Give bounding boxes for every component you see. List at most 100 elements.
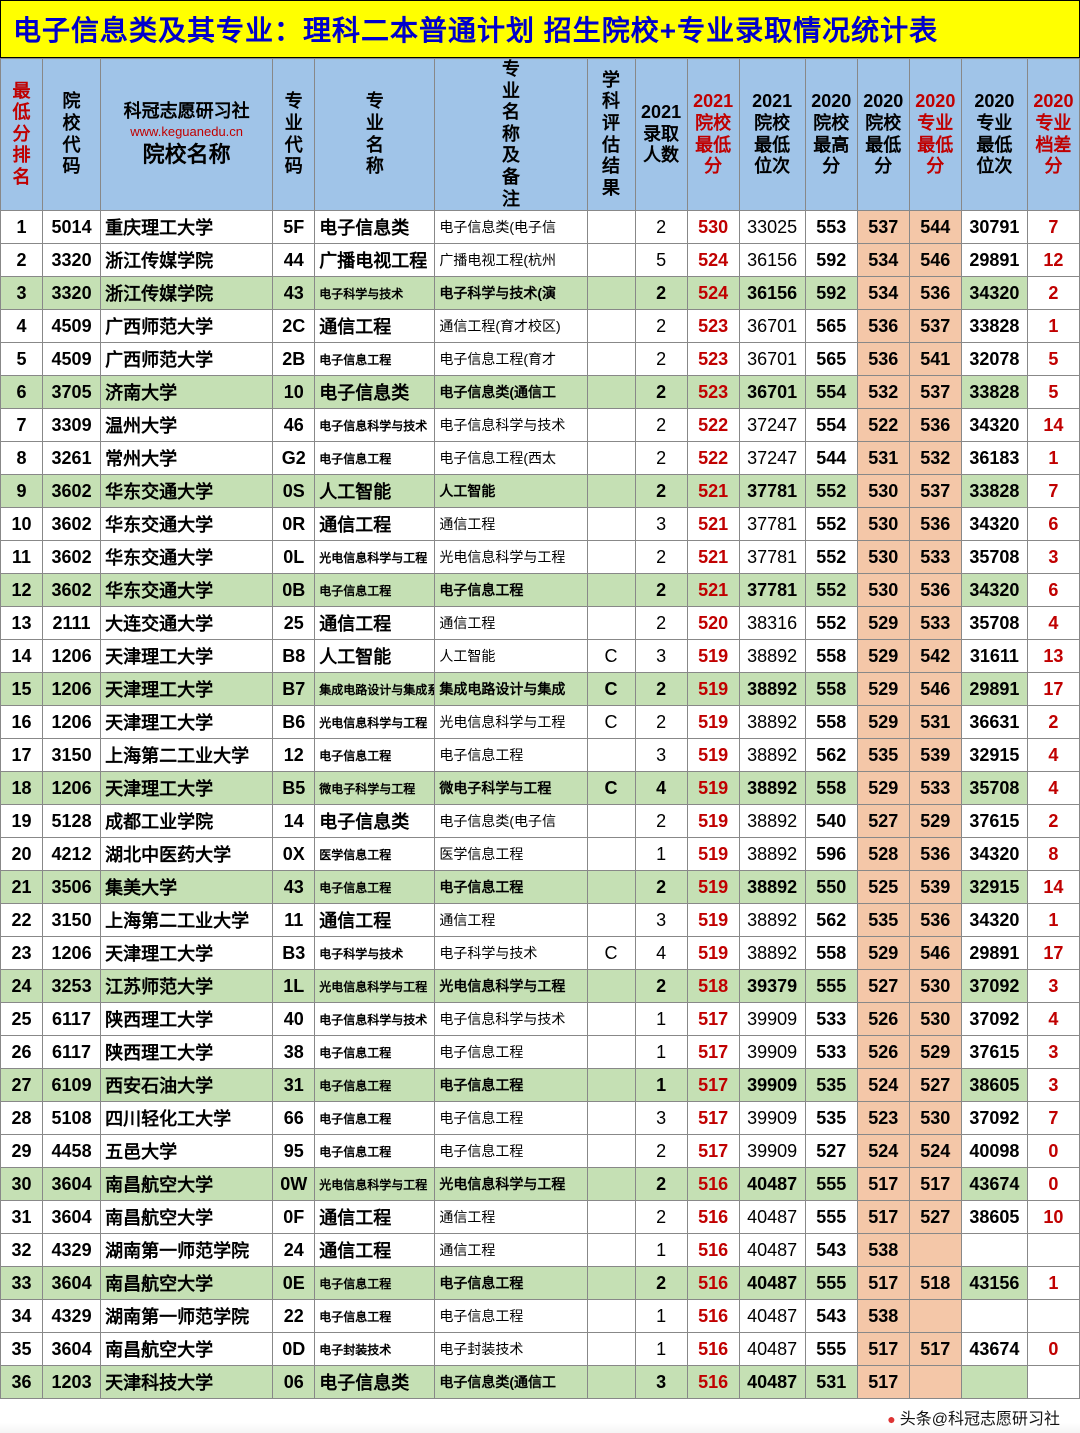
cell: 1 (1027, 310, 1079, 343)
cell: 电子封装技术 (435, 1333, 587, 1366)
col-header-8: 2021院校最低分 (687, 59, 739, 211)
cell: 537 (909, 376, 961, 409)
cell: 529 (857, 772, 909, 805)
cell: 525 (857, 871, 909, 904)
col-header-4: 专业名称 (315, 59, 435, 211)
cell: 544 (805, 442, 857, 475)
cell: 五邑大学 (101, 1135, 273, 1168)
cell: 0S (273, 475, 315, 508)
cell: 524 (857, 1135, 909, 1168)
cell: 38892 (739, 838, 805, 871)
cell: 530 (909, 1003, 961, 1036)
cell: 529 (909, 1036, 961, 1069)
cell: 22 (273, 1300, 315, 1333)
cell: 43156 (961, 1267, 1027, 1300)
cell: 40487 (739, 1201, 805, 1234)
cell: G2 (273, 442, 315, 475)
cell: 13 (1, 607, 43, 640)
cell: 37092 (961, 1003, 1027, 1036)
cell: 37247 (739, 409, 805, 442)
cell: 552 (805, 508, 857, 541)
cell: 29891 (961, 244, 1027, 277)
cell (961, 1234, 1027, 1267)
cell: 31 (1, 1201, 43, 1234)
cell (587, 838, 635, 871)
cell: 人工智能 (315, 475, 435, 508)
cell (587, 1135, 635, 1168)
cell: 1206 (43, 772, 101, 805)
cell: 37092 (961, 970, 1027, 1003)
cell (587, 508, 635, 541)
cell: 1206 (43, 640, 101, 673)
cell: 8 (1, 442, 43, 475)
cell: 516 (687, 1267, 739, 1300)
cell: 529 (909, 805, 961, 838)
cell: 35 (1, 1333, 43, 1366)
cell: 医学信息工程 (315, 838, 435, 871)
cell: 广西师范大学 (101, 310, 273, 343)
cell: 电子信息工程 (315, 871, 435, 904)
cell: 541 (909, 343, 961, 376)
cell: 533 (909, 607, 961, 640)
cell: 天津理工大学 (101, 673, 273, 706)
cell: 537 (909, 310, 961, 343)
cell: 光电信息科学与工程 (435, 706, 587, 739)
cell: 39909 (739, 1036, 805, 1069)
cell: 536 (909, 838, 961, 871)
cell (587, 970, 635, 1003)
cell: 539 (909, 871, 961, 904)
cell (587, 574, 635, 607)
cell: 524 (687, 244, 739, 277)
cell: 3253 (43, 970, 101, 1003)
cell: 535 (857, 904, 909, 937)
cell: 36156 (739, 277, 805, 310)
cell: 4212 (43, 838, 101, 871)
table-row: 44509广西师范大学2C通信工程通信工程(育才校区)2523367015655… (1, 310, 1080, 343)
col-header-5: 专业名称及备注 (435, 59, 587, 211)
cell: 40 (273, 1003, 315, 1036)
cell: 电子信息工程(育才 (435, 343, 587, 376)
cell: 2B (273, 343, 315, 376)
cell: 5F (273, 211, 315, 244)
cell: 517 (687, 1069, 739, 1102)
cell (587, 541, 635, 574)
cell: 95 (273, 1135, 315, 1168)
cell: 2 (635, 376, 687, 409)
cell: 536 (909, 409, 961, 442)
cell: 534 (857, 277, 909, 310)
table-row: 23320浙江传媒学院44广播电视工程广播电视工程(杭州552436156592… (1, 244, 1080, 277)
table-row: 33320浙江传媒学院43电子科学与技术电子科学与技术(演25243615659… (1, 277, 1080, 310)
cell: 0 (1027, 1135, 1079, 1168)
cell: 519 (687, 673, 739, 706)
cell: 微电子科学与工程 (315, 772, 435, 805)
cell: 5 (635, 244, 687, 277)
cell: 南昌航空大学 (101, 1168, 273, 1201)
cell: 36701 (739, 343, 805, 376)
cell: 2 (635, 706, 687, 739)
cell: 38892 (739, 904, 805, 937)
cell: 4 (1027, 607, 1079, 640)
cell: 520 (687, 607, 739, 640)
cell: 通信工程 (435, 607, 587, 640)
cell: 3604 (43, 1168, 101, 1201)
cell: 电子信息工程 (315, 1036, 435, 1069)
cell: 521 (687, 475, 739, 508)
cell: 35708 (961, 541, 1027, 574)
cell: 4509 (43, 343, 101, 376)
cell: 医学信息工程 (435, 838, 587, 871)
page-title: 电子信息类及其专业：理科二本普通计划 招生院校+专业录取情况统计表 (0, 0, 1080, 58)
table-row: 141206天津理工大学B8人工智能人工智能C35193889255852954… (1, 640, 1080, 673)
table-row: 313604南昌航空大学0F通信工程通信工程251640487555517527… (1, 1201, 1080, 1234)
col-header-2: 科冠志愿研习社www.keguanedu.cn院校名称 (101, 59, 273, 211)
cell: 519 (687, 805, 739, 838)
cell: 29 (1, 1135, 43, 1168)
cell: 2 (635, 442, 687, 475)
cell: 6 (1027, 574, 1079, 607)
cell: B7 (273, 673, 315, 706)
cell: 35708 (961, 607, 1027, 640)
cell: 9 (1, 475, 43, 508)
cell: 5 (1027, 376, 1079, 409)
cell: 南昌航空大学 (101, 1267, 273, 1300)
cell: 32078 (961, 343, 1027, 376)
cell: C (587, 673, 635, 706)
